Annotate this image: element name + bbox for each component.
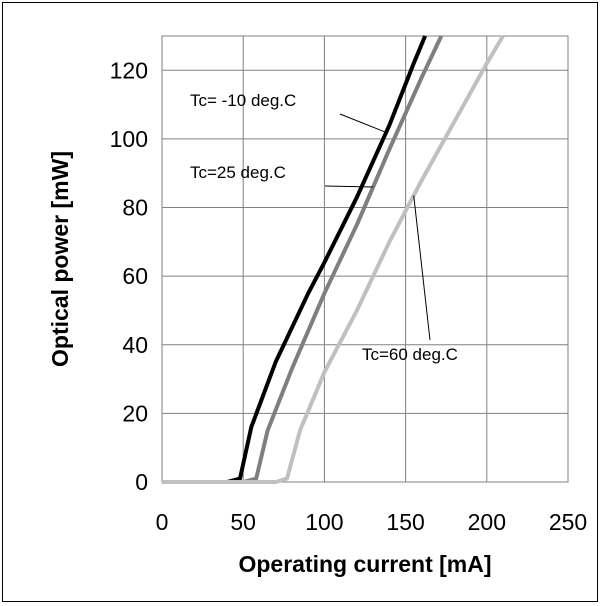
y-tick-label: 100 — [110, 126, 148, 152]
x-tick-label: 150 — [386, 509, 424, 535]
x-tick-labels: 0 50 100 150 200 250 — [156, 509, 588, 535]
y-axis-title: Optical power [mW] — [47, 151, 73, 367]
annotations: Tc= -10 deg.C Tc=25 deg.C Tc=60 deg.C — [190, 91, 458, 364]
annotation-label: Tc=60 deg.C — [362, 345, 458, 364]
x-tick-label: 0 — [156, 509, 169, 535]
y-tick-label: 0 — [135, 469, 148, 495]
series-group — [162, 34, 505, 484]
x-tick-label: 100 — [305, 509, 343, 535]
y-tick-labels: 0 20 40 60 80 100 120 — [110, 57, 148, 495]
x-tick-label: 250 — [549, 509, 587, 535]
annotation-label: Tc=25 deg.C — [190, 163, 286, 182]
annotation-leader — [339, 113, 387, 133]
y-tick-label: 120 — [110, 57, 148, 83]
y-tick-label: 40 — [122, 332, 148, 358]
x-axis-title: Operating current [mA] — [238, 551, 491, 577]
series-line-0 — [162, 35, 427, 484]
y-tick-label: 80 — [122, 195, 148, 221]
y-tick-label: 20 — [122, 400, 148, 426]
x-tick-label: 50 — [230, 509, 256, 535]
plot-area — [161, 35, 569, 483]
annotation-leader — [413, 195, 431, 341]
y-tick-label: 60 — [122, 263, 148, 289]
x-tick-label: 200 — [468, 509, 506, 535]
annotation-leader — [324, 185, 374, 188]
series-line-2 — [162, 34, 505, 484]
annotation-label: Tc= -10 deg.C — [190, 91, 296, 110]
